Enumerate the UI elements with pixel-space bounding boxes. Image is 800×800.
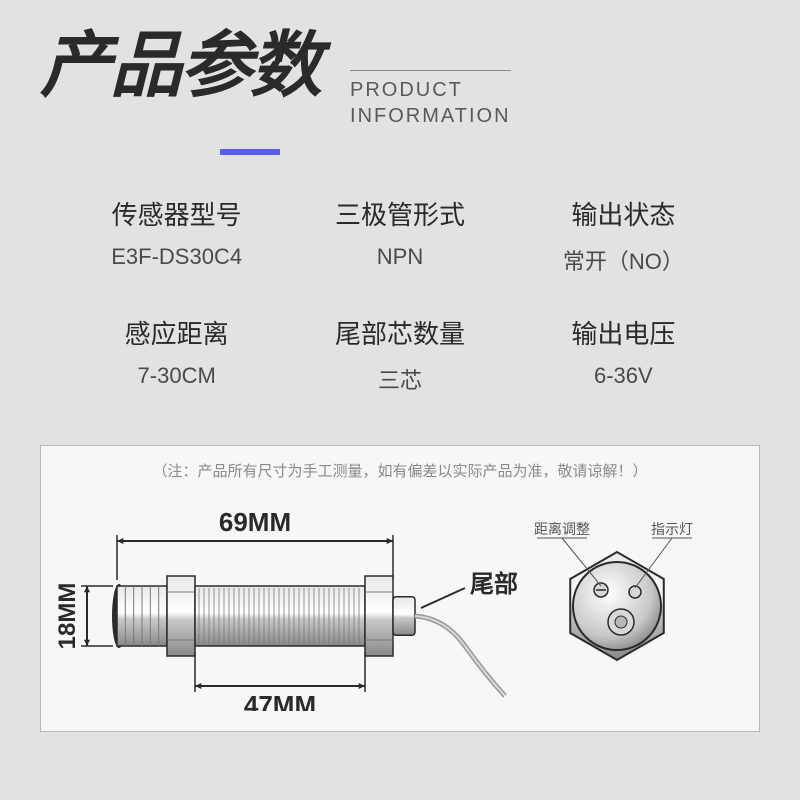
spec-item: 输出电压 6-36V bbox=[527, 314, 720, 395]
svg-text:指示灯: 指示灯 bbox=[651, 521, 693, 537]
title-english-wrap: PRODUCT INFORMATION bbox=[350, 30, 511, 129]
diagram-panel: （注：产品所有尺寸为手工测量，如有偏差以实际产品为准，敬请谅解！） 69MM 18… bbox=[40, 445, 760, 732]
spec-label: 感应距离 bbox=[80, 314, 273, 351]
svg-text:距离调整: 距离调整 bbox=[534, 521, 590, 537]
accent-bar bbox=[220, 149, 280, 155]
title-chinese: 产品参数 bbox=[40, 30, 320, 102]
spec-item: 尾部芯数量 三芯 bbox=[303, 314, 496, 395]
measurement-note: （注：产品所有尺寸为手工测量，如有偏差以实际产品为准，敬请谅解！） bbox=[57, 460, 743, 481]
spec-value: 三芯 bbox=[303, 363, 496, 395]
spec-value: 常开（NO） bbox=[527, 244, 720, 276]
sensor-diagram: 69MM 18MM 47MM 尾部 距离调整 指示灯 bbox=[57, 491, 747, 711]
svg-text:47MM: 47MM bbox=[244, 690, 316, 711]
svg-text:69MM: 69MM bbox=[219, 507, 291, 537]
spec-value: 7-30CM bbox=[80, 363, 273, 389]
spec-value: NPN bbox=[303, 244, 496, 270]
spec-label: 三极管形式 bbox=[303, 195, 496, 232]
spec-label: 尾部芯数量 bbox=[303, 314, 496, 351]
spec-item: 传感器型号 E3F-DS30C4 bbox=[80, 195, 273, 276]
spec-grid: 传感器型号 E3F-DS30C4 三极管形式 NPN 输出状态 常开（NO） 感… bbox=[0, 185, 800, 425]
spec-item: 输出状态 常开（NO） bbox=[527, 195, 720, 276]
spec-value: 6-36V bbox=[527, 363, 720, 389]
spec-value: E3F-DS30C4 bbox=[80, 244, 273, 270]
spec-item: 三极管形式 NPN bbox=[303, 195, 496, 276]
spec-label: 输出电压 bbox=[527, 314, 720, 351]
spec-item: 感应距离 7-30CM bbox=[80, 314, 273, 395]
svg-text:尾部: 尾部 bbox=[470, 570, 518, 598]
title-english: PRODUCT INFORMATION bbox=[350, 70, 511, 129]
svg-text:18MM: 18MM bbox=[57, 583, 81, 650]
header: 产品参数 PRODUCT INFORMATION bbox=[0, 0, 800, 139]
spec-label: 输出状态 bbox=[527, 195, 720, 232]
spec-label: 传感器型号 bbox=[80, 195, 273, 232]
